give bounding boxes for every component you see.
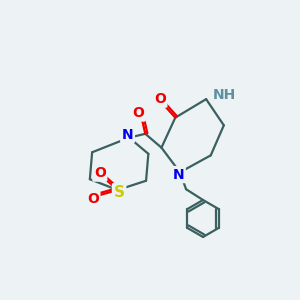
Text: N: N — [122, 128, 134, 142]
Text: NH: NH — [213, 88, 236, 102]
Text: O: O — [94, 166, 106, 180]
Text: S: S — [114, 185, 124, 200]
Text: O: O — [132, 106, 144, 120]
Text: O: O — [87, 192, 99, 206]
Text: N: N — [172, 168, 184, 182]
Text: O: O — [154, 92, 166, 106]
